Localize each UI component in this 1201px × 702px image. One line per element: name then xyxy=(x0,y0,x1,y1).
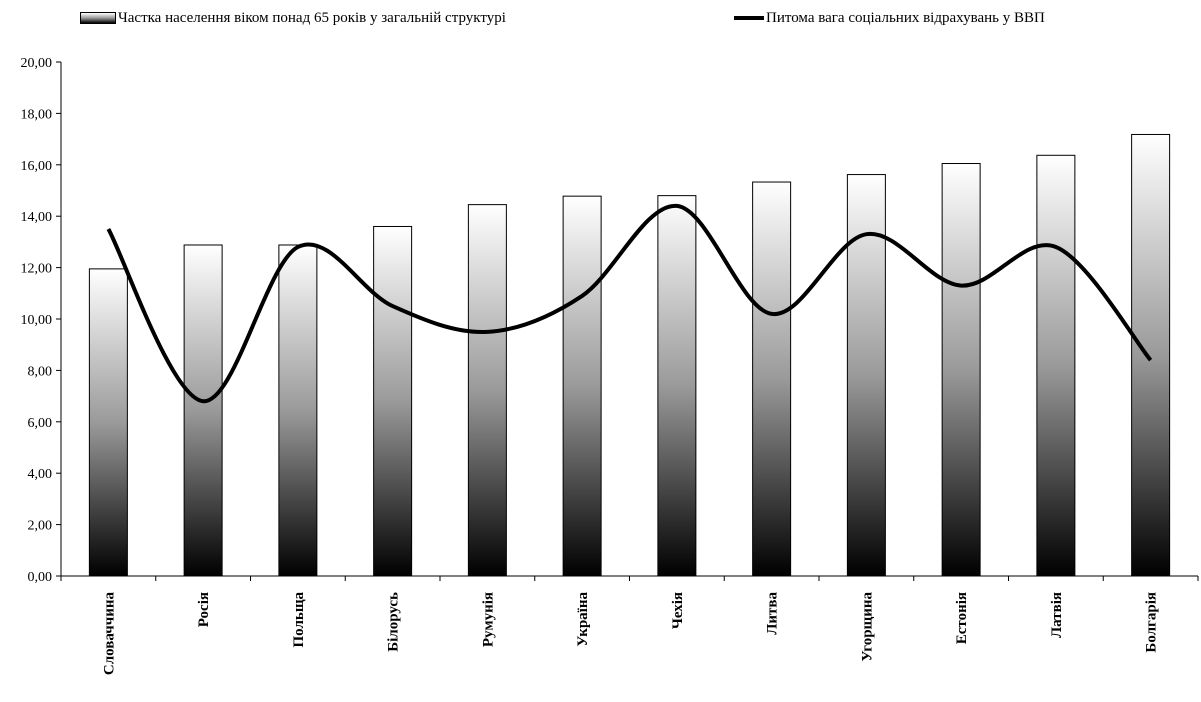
bar xyxy=(467,204,507,577)
category-label: Чехія xyxy=(670,592,686,629)
category-label: Болгарія xyxy=(1144,592,1160,653)
y-tick-label: 14,00 xyxy=(21,210,53,225)
legend-line-swatch-icon xyxy=(734,16,764,20)
y-tick-label: 12,00 xyxy=(21,262,53,277)
series-line xyxy=(106,203,1153,404)
bar xyxy=(752,181,792,577)
legend-label-bars: Частка населення віком понад 65 років у … xyxy=(118,9,506,26)
category-label: Польща xyxy=(291,592,307,648)
bar xyxy=(183,244,223,577)
category-label: Естонія xyxy=(954,592,970,644)
category-label: Латвія xyxy=(1049,592,1065,638)
legend-bar-swatch-icon xyxy=(80,12,116,24)
category-label: Білорусь xyxy=(386,592,402,652)
legend-item-bars: Частка населення віком понад 65 років у … xyxy=(80,7,506,29)
bar xyxy=(1036,154,1076,577)
legend-label-line: Питома вага соціальних відрахувань у ВВП xyxy=(766,9,1045,26)
y-tick-label: 16,00 xyxy=(21,159,53,174)
y-tick-label: 0,00 xyxy=(28,570,53,585)
y-tick-label: 2,00 xyxy=(28,519,53,534)
bar xyxy=(278,244,318,577)
category-label: Росія xyxy=(196,592,212,627)
category-label: Україна xyxy=(575,592,591,647)
y-tick-label: 8,00 xyxy=(28,364,53,379)
y-tick-label: 4,00 xyxy=(28,467,53,482)
y-tick-label: 20,00 xyxy=(21,56,53,71)
bar xyxy=(941,163,981,577)
bar xyxy=(562,195,602,577)
bar xyxy=(88,268,128,577)
bar xyxy=(1131,133,1171,577)
bar xyxy=(373,225,413,577)
category-label: Румунія xyxy=(480,592,496,647)
y-tick-label: 10,00 xyxy=(21,313,53,328)
category-label: Литва xyxy=(765,592,781,635)
y-tick-label: 6,00 xyxy=(28,416,53,431)
category-label: Угорщина xyxy=(859,592,875,662)
category-label: Словаччина xyxy=(101,592,117,676)
bar xyxy=(657,195,697,577)
legend-item-line: Питома вага соціальних відрахувань у ВВП xyxy=(734,7,1045,29)
y-tick-label: 18,00 xyxy=(21,107,53,122)
